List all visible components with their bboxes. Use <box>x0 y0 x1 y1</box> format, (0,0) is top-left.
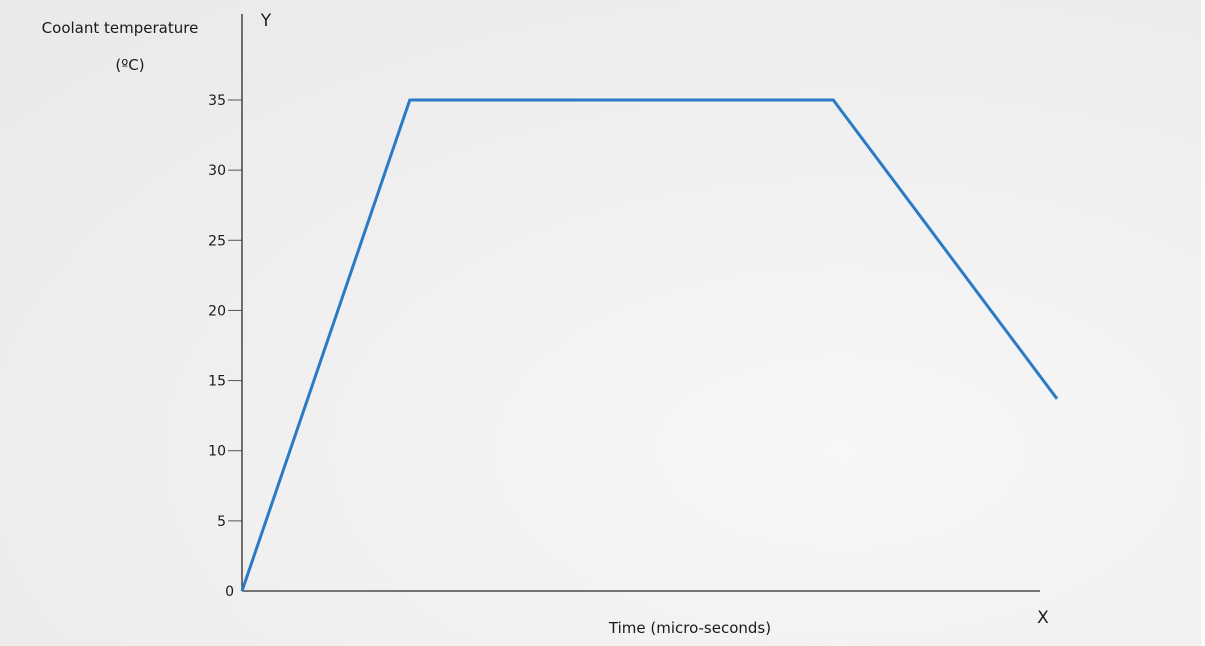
x-axis-title: Time (micro-seconds) <box>608 619 771 637</box>
series-layer <box>240 98 1059 592</box>
y-tick-label: 15 <box>208 374 226 390</box>
y-tick-label: 35 <box>208 93 226 109</box>
y-tick-label: 0 <box>225 584 234 600</box>
y-tick-label: 25 <box>208 233 226 249</box>
y-axis-title-line-2: (ºC) <box>115 56 144 74</box>
y-axis-letter: Y <box>260 11 272 31</box>
x-axis-letter: X <box>1037 608 1049 628</box>
y-tick-label: 30 <box>208 163 226 179</box>
y-tick-label: 10 <box>208 444 226 460</box>
y-tick-label: 5 <box>217 514 226 530</box>
y-axis-title-line-1: Coolant temperature <box>42 19 199 37</box>
series-line <box>240 98 1059 592</box>
y-axis-ticks: 0 5 10 15 20 25 30 35 <box>208 93 242 600</box>
y-tick-label: 20 <box>208 303 226 319</box>
